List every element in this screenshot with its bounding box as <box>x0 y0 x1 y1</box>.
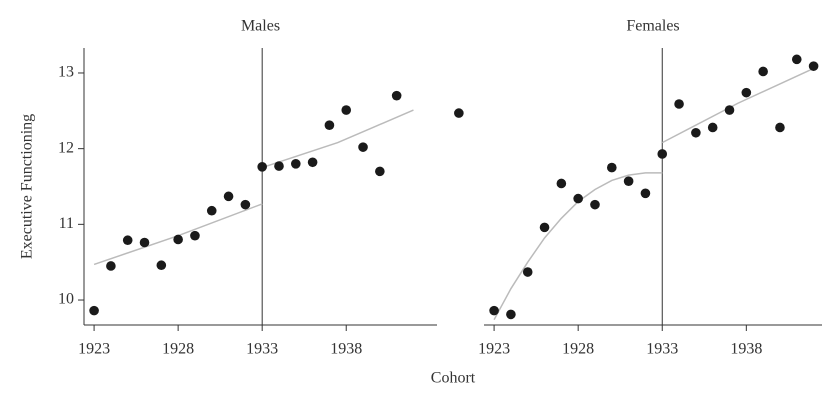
point <box>724 105 735 115</box>
point <box>324 120 335 130</box>
point <box>106 261 116 271</box>
y-tick-label: 12 <box>58 139 74 156</box>
point <box>590 199 600 210</box>
point <box>506 309 516 320</box>
point <box>775 122 785 133</box>
y-tick-label: 10 <box>58 291 74 308</box>
point <box>341 105 352 115</box>
point <box>640 188 651 199</box>
point <box>657 149 668 159</box>
point <box>758 66 768 77</box>
point <box>139 237 150 248</box>
point <box>573 193 583 204</box>
y-tick-label: 13 <box>58 64 74 81</box>
point <box>89 305 99 316</box>
point <box>358 142 368 152</box>
panel-title: Males <box>241 18 280 35</box>
point <box>257 162 267 172</box>
point <box>623 176 634 187</box>
point <box>375 166 385 177</box>
x-tick-label: 1923 <box>478 341 510 358</box>
x-tick-label: 1933 <box>246 341 278 358</box>
point <box>522 267 533 277</box>
point <box>122 235 133 246</box>
point <box>791 54 802 65</box>
y-axis-label: Executive Functioning <box>19 114 36 259</box>
point <box>741 87 752 98</box>
fit-line <box>261 109 414 169</box>
x-tick-label: 1928 <box>162 341 194 358</box>
point <box>539 222 550 233</box>
point <box>274 161 284 171</box>
x-tick-label: 1938 <box>730 341 762 358</box>
point <box>489 305 499 316</box>
point <box>206 205 217 216</box>
x-tick-label: 1923 <box>78 341 110 358</box>
point <box>291 158 301 169</box>
point <box>454 108 464 118</box>
point <box>808 61 819 71</box>
y-tick-label: 11 <box>59 215 74 232</box>
point <box>691 127 701 138</box>
point <box>391 90 402 101</box>
point <box>607 162 617 173</box>
point <box>190 230 200 241</box>
fit-line <box>93 203 263 266</box>
point <box>240 199 251 210</box>
point <box>674 99 684 109</box>
x-tick-label: 1928 <box>562 341 594 358</box>
x-axis-label: Cohort <box>431 370 476 387</box>
point <box>556 178 567 189</box>
point <box>156 260 167 271</box>
point <box>707 122 718 133</box>
x-tick-label: 1938 <box>330 341 362 358</box>
x-tick-label: 1933 <box>646 341 678 358</box>
point <box>173 234 183 245</box>
fit-line <box>661 67 814 144</box>
point <box>307 157 318 168</box>
point <box>223 191 234 202</box>
panel-title: Females <box>626 18 679 35</box>
